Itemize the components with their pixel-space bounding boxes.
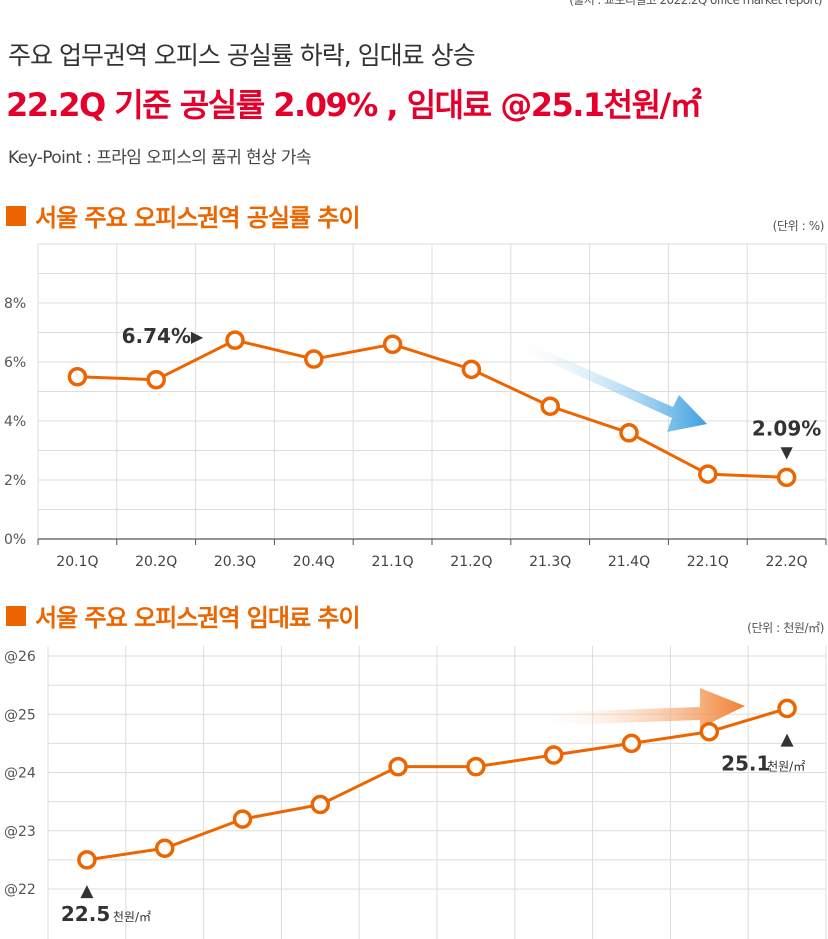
y-tick-label: @23	[4, 824, 36, 840]
key-point: Key-Point : 프라임 오피스의 품귀 현상 가속	[8, 148, 312, 168]
x-tick-label: 21.3Q	[529, 554, 571, 570]
data-point	[543, 745, 564, 765]
annotation-label: 6.74%	[122, 324, 191, 348]
data-point	[146, 369, 166, 390]
y-tick-label: @25	[4, 707, 36, 723]
rent-chart: @22@23@24@25@26▲22.5 천원/㎡▲25.1천원/㎡	[4, 646, 827, 939]
data-point	[621, 733, 642, 754]
annotation-unit: 천원/㎡	[113, 909, 151, 924]
square-bullet-icon	[6, 605, 26, 626]
vacancy-chart-title-text: 서울 주요 오피스권역 공실률 추이	[35, 204, 361, 232]
y-tick-label: @22	[4, 882, 36, 898]
trend-up-arrow	[530, 688, 745, 728]
annotation-marker: ▲	[781, 729, 795, 749]
y-tick-label: @26	[4, 649, 36, 665]
data-point	[619, 423, 639, 443]
y-tick-label: 8%	[4, 296, 26, 312]
data-point	[698, 464, 718, 484]
annotation-label: 22.5	[61, 902, 110, 926]
data-point	[67, 367, 88, 387]
data-point	[540, 396, 560, 416]
x-tick-label: 21.1Q	[371, 554, 413, 570]
data-point	[232, 809, 253, 829]
rent-chart-title: 서울 주요 오피스권역 임대료 추이	[6, 598, 361, 633]
x-tick-label: 22.1Q	[687, 554, 729, 570]
annotation-unit: 천원/㎡	[767, 758, 805, 773]
data-point	[461, 359, 482, 380]
trend-down-arrow	[506, 335, 707, 432]
data-point	[382, 334, 403, 355]
y-tick-label: @24	[4, 766, 36, 782]
data-point	[466, 756, 486, 777]
x-tick-label: 20.4Q	[293, 554, 335, 570]
rent-unit-label: (단위 : 천원/㎡)	[747, 621, 824, 635]
series-line	[86, 706, 788, 862]
annotation-label: 2.09%	[752, 416, 821, 440]
annotation-label: 25.1	[721, 751, 770, 775]
y-tick-label: 6%	[4, 355, 26, 371]
data-point	[310, 794, 331, 815]
annotation-marker: ▶	[191, 327, 204, 346]
y-tick-label: 2%	[4, 473, 26, 489]
data-point	[304, 349, 324, 369]
square-bullet-icon	[6, 205, 26, 226]
data-point	[225, 330, 245, 350]
data-point	[388, 756, 408, 777]
data-point	[777, 698, 797, 719]
y-tick-label: 4%	[4, 414, 26, 430]
data-point	[776, 467, 797, 488]
headline: 주요 업무권역 오피스 공실률 하락, 임대료 상승	[8, 41, 476, 70]
x-tick-label: 20.3Q	[214, 554, 256, 570]
vacancy-rate-chart: 0% 2% 4% 6% 8% 20.1Q 20.2Q 20.3Q 20.4Q 21.1Q 21.2Q…	[4, 243, 827, 570]
annotation-marker: ▼	[780, 442, 793, 461]
annotation-marker: ▲	[80, 881, 94, 901]
data-point	[699, 721, 720, 742]
data-point	[77, 850, 97, 870]
y-tick-label: 0%	[4, 532, 26, 548]
x-tick-label: 20.1Q	[56, 554, 98, 570]
highlight-stats: 22.2Q 기준 공실률 2.09% , 임대료 @25.1천원/㎡	[6, 86, 702, 124]
x-tick-label: 22.2Q	[765, 554, 807, 570]
vacancy-chart-title: 서울 주요 오피스권역 공실률 추이	[6, 198, 361, 233]
x-tick-label: 21.2Q	[450, 554, 492, 570]
vacancy-unit-label: (단위 : %)	[772, 219, 825, 233]
x-tick-label: 20.2Q	[135, 554, 177, 570]
x-tick-label: 21.4Q	[608, 554, 650, 570]
source-note: (출처 : 교보리얼코 2022.2Q office market report…	[569, 0, 822, 7]
series-line	[77, 338, 787, 479]
data-point	[154, 838, 175, 858]
rent-chart-title-text: 서울 주요 오피스권역 임대료 추이	[35, 604, 361, 632]
